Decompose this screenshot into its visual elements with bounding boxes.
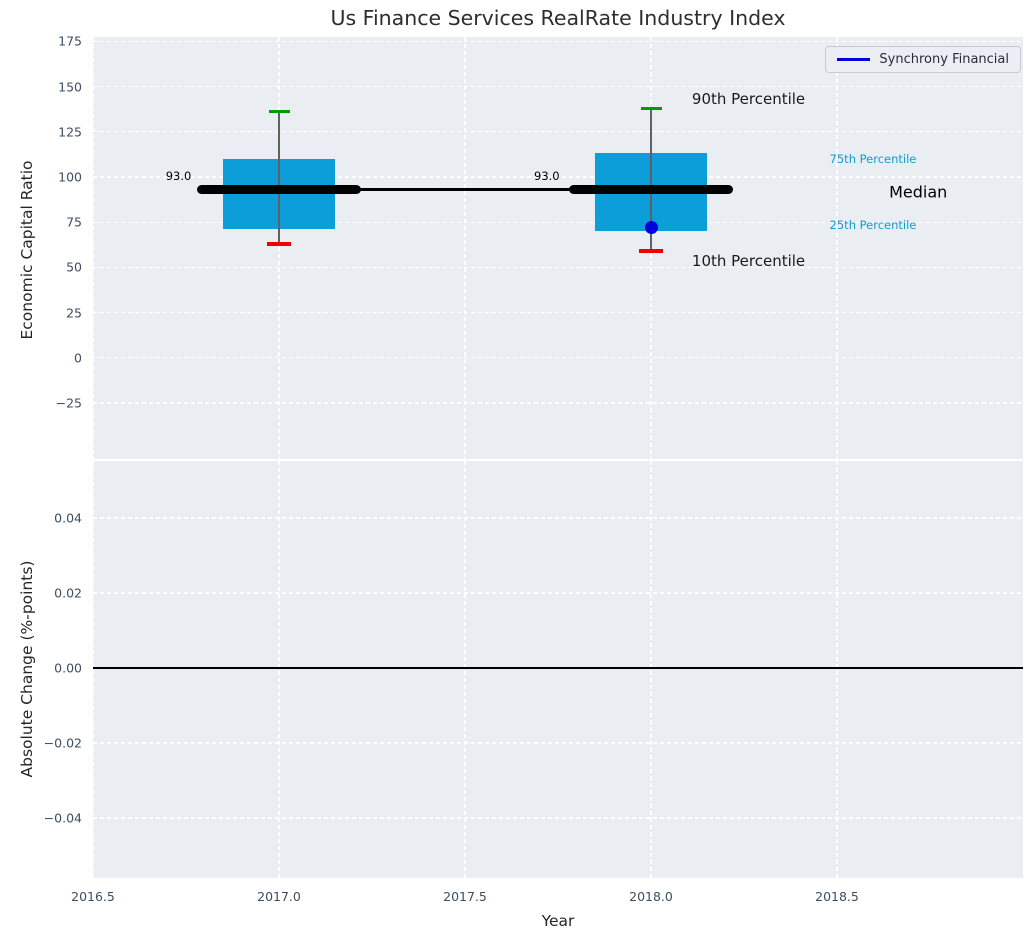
gridline-h xyxy=(93,742,1023,744)
annotation: 93.0 xyxy=(165,169,192,184)
bottom-plot-panel xyxy=(93,461,1023,878)
gridline-h xyxy=(93,311,1023,314)
gridline-v xyxy=(650,461,652,878)
legend-label: Synchrony Financial xyxy=(879,52,1009,67)
annotation: 90th Percentile xyxy=(691,90,806,109)
annotation: 93.0 xyxy=(534,169,560,184)
gridline-v xyxy=(93,461,94,878)
y-tick-label: −25 xyxy=(55,395,82,411)
x-tick-label: 2017.5 xyxy=(443,889,487,904)
y-tick-label: 0.04 xyxy=(54,510,82,526)
gridline-h xyxy=(93,266,1023,268)
gridline-v xyxy=(93,37,94,459)
top-plot-panel: 93.0 93.0 90th Percentile 10th Percentile 75… xyxy=(93,37,1023,459)
gridline-h xyxy=(93,131,1023,133)
y-tick-label: 25 xyxy=(66,305,82,321)
gridline-v xyxy=(278,37,280,459)
y-tick-label: −0.04 xyxy=(43,810,82,826)
gridline-h xyxy=(93,592,1023,594)
y-tick-label: 0 xyxy=(74,350,82,366)
x-tick-label: 2017.0 xyxy=(257,889,301,904)
annotation: 25th Percentile xyxy=(829,217,917,232)
y-tick-label: 75 xyxy=(66,214,82,230)
legend-line-icon xyxy=(837,58,871,61)
y-tick-label: 150 xyxy=(58,79,82,95)
gridline-h xyxy=(93,176,1023,178)
annotation: 75th Percentile xyxy=(829,151,917,166)
zero-line xyxy=(93,667,1023,669)
legend: Synchrony Financial xyxy=(825,46,1021,73)
whisker-cap-90th xyxy=(268,110,290,114)
gridline-h xyxy=(93,517,1023,519)
gridline-v xyxy=(464,461,466,878)
gridline-v xyxy=(464,37,466,459)
annotation: Median xyxy=(889,182,948,202)
x-tick-label: 2018.5 xyxy=(815,889,859,904)
chart-title: Us Finance Services RealRate Industry In… xyxy=(330,6,786,30)
gridline-h xyxy=(93,221,1023,223)
gridline-h xyxy=(93,40,1023,42)
y-tick-label: 125 xyxy=(58,124,82,140)
annotation: 10th Percentile xyxy=(691,252,806,271)
whisker-line xyxy=(650,108,652,252)
gridline-v xyxy=(836,461,838,878)
company-point xyxy=(644,221,658,235)
median-thick-line xyxy=(569,185,733,195)
y-tick-label: 0.00 xyxy=(54,660,82,676)
whisker-line xyxy=(278,111,280,244)
gridline-h xyxy=(93,85,1023,88)
y-tick-label: 100 xyxy=(58,169,82,185)
y-tick-label: 0.02 xyxy=(54,585,82,601)
y-tick-label: 175 xyxy=(58,33,82,49)
gridline-v xyxy=(278,461,280,878)
gridline-h xyxy=(93,402,1023,404)
gridline-v xyxy=(836,37,838,459)
y-tick-label: 50 xyxy=(66,259,82,275)
x-tick-label: 2016.5 xyxy=(71,889,115,904)
median-thick-line xyxy=(197,185,361,195)
x-tick-label: 2018.0 xyxy=(629,889,673,904)
gridline-h xyxy=(93,357,1023,359)
whisker-cap-10th xyxy=(267,242,291,246)
x-axis-label: Year xyxy=(541,912,575,930)
whisker-cap-10th xyxy=(639,249,663,253)
y-tick-label: −0.02 xyxy=(43,735,82,751)
median-connector-line xyxy=(279,188,651,191)
gridline-h xyxy=(93,817,1023,819)
whisker-cap-90th xyxy=(640,106,662,110)
